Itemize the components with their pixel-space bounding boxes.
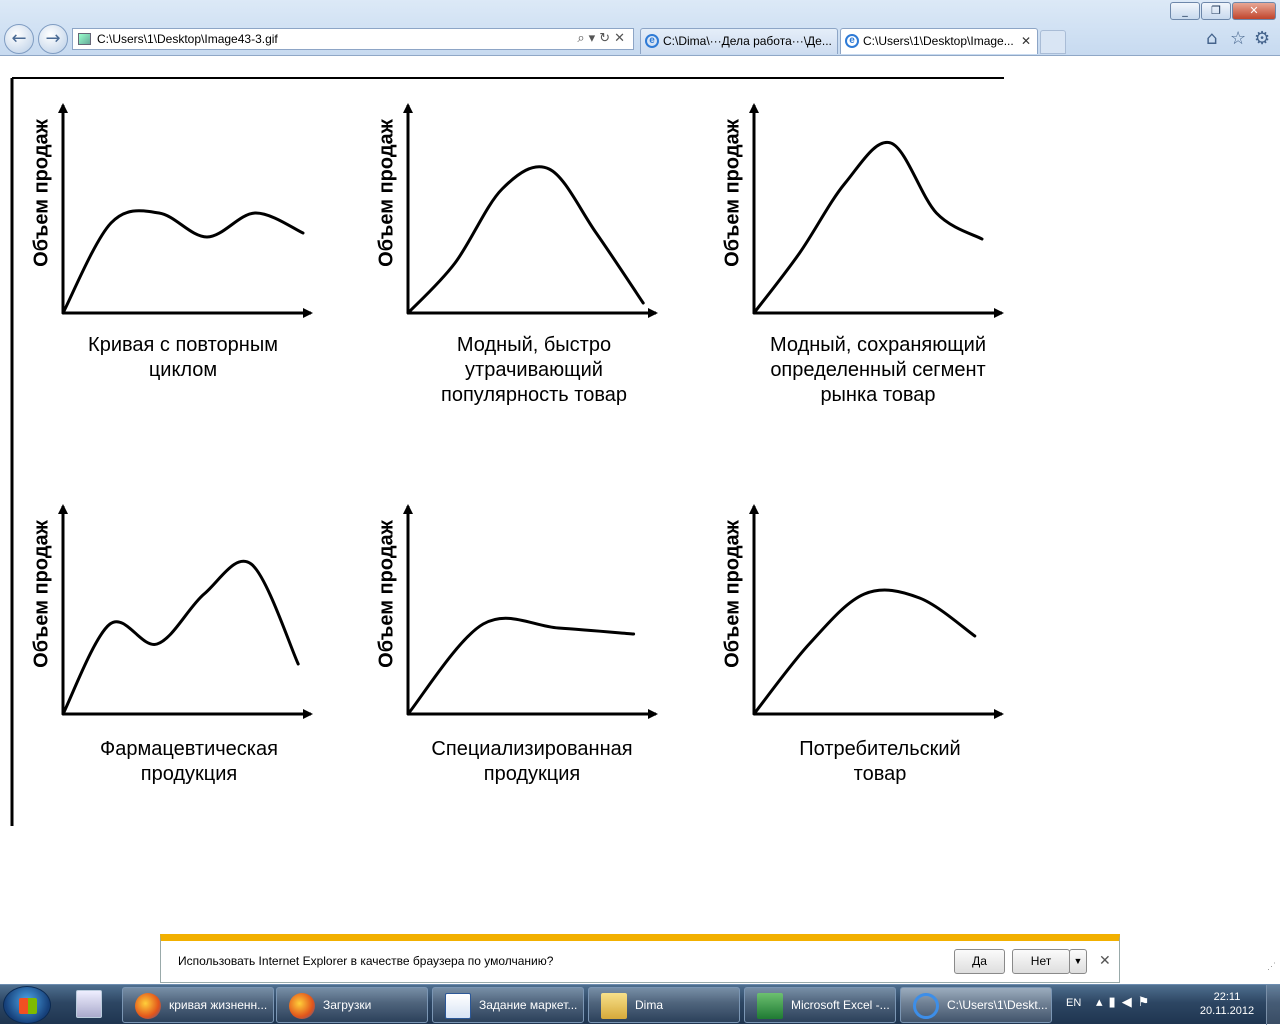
- taskbar-item-downloads[interactable]: Загрузки: [276, 987, 428, 1023]
- ie-icon: e: [845, 34, 859, 48]
- y-axis-label: Объем продаж: [30, 519, 52, 668]
- y-axis-label: Объем продаж: [30, 118, 52, 267]
- new-tab-button[interactable]: [1040, 30, 1066, 54]
- favorites-icon[interactable]: ☆: [1230, 28, 1247, 49]
- y-axis-label: Объем продаж: [375, 118, 397, 267]
- network-icon[interactable]: ▮: [1108, 995, 1122, 1010]
- taskbar-label: Задание маркет...: [479, 998, 578, 1012]
- settings-gear-icon[interactable]: ⚙: [1254, 28, 1271, 49]
- stop-icon[interactable]: ✕: [614, 31, 629, 46]
- sales-curve: [406, 165, 645, 315]
- tab-label: C:\Dima\···Дела работа···\Де...: [663, 34, 832, 48]
- taskbar-label: кривая жизненн...: [169, 998, 268, 1012]
- dropdown-icon[interactable]: ▾: [588, 31, 600, 46]
- y-axis-label: Объем продаж: [721, 118, 743, 267]
- lifecycle-chart: Объем продаж: [375, 504, 658, 719]
- chart-title-fashion: Модный, сохраняющий определенный сегмент…: [770, 334, 986, 406]
- show-hidden-icons-icon[interactable]: ▴: [1096, 995, 1109, 1010]
- image-file-icon: [78, 33, 91, 45]
- taskbar-item-ie-image[interactable]: C:\Users\1\Deskt...: [900, 987, 1052, 1023]
- lifecycle-chart: Объем продаж: [375, 103, 658, 318]
- chart-title-consumer: Потребительский товар: [799, 738, 961, 785]
- clock-time: 22:11: [1213, 991, 1241, 1003]
- no-options-dropdown[interactable]: ▼: [1069, 949, 1087, 974]
- firefox-icon: [289, 993, 315, 1019]
- chart-title-specialized: Специализированная продукция: [431, 738, 633, 785]
- address-text: C:\Users\1\Desktop\Image43-3.gif: [97, 32, 278, 46]
- taskbar-item-firefox-curve[interactable]: кривая жизненн...: [122, 987, 274, 1023]
- ie-icon: [913, 993, 939, 1019]
- calculator-icon[interactable]: [76, 990, 102, 1018]
- minimize-button[interactable]: _: [1170, 2, 1200, 20]
- language-indicator[interactable]: EN: [1066, 997, 1082, 1009]
- window-controls: _ ❐ ✕: [1169, 2, 1276, 20]
- yes-button[interactable]: Да: [954, 949, 1005, 974]
- vertical-scrollbar[interactable]: ⋰: [1262, 56, 1280, 974]
- product-lifecycle-figure: Объем продаж Объем продаж Объем продаж Объе…: [10, 77, 1004, 826]
- firefox-icon: [135, 993, 161, 1019]
- sales-curve: [61, 209, 305, 315]
- infobar-close-icon[interactable]: ✕: [1099, 953, 1111, 969]
- lifecycle-chart: Объем продаж: [30, 103, 313, 318]
- tab-dima-doc[interactable]: e C:\Dima\···Дела работа···\Де...: [640, 28, 838, 54]
- show-desktop-button[interactable]: [1266, 985, 1280, 1025]
- resize-grip-icon[interactable]: ⋰: [1267, 961, 1276, 971]
- forward-button[interactable]: →: [38, 24, 68, 54]
- lifecycle-chart: Объем продаж: [30, 504, 313, 719]
- chart-title-pharma: Фармацевтическая продукция: [100, 738, 278, 785]
- taskbar-label: C:\Users\1\Deskt...: [947, 998, 1048, 1012]
- sales-curve: [752, 588, 977, 716]
- action-center-icon[interactable]: ⚑: [1137, 995, 1156, 1010]
- word-icon: [445, 993, 471, 1019]
- lifecycle-chart: Объем продаж: [721, 504, 1004, 719]
- browser-toolbar: _ ❐ ✕ ← → C:\Users\1\Desktop\Image43-3.g…: [0, 0, 1280, 56]
- taskbar-label: Dima: [635, 998, 664, 1012]
- taskbar-label: Загрузки: [323, 998, 372, 1012]
- volume-icon[interactable]: ◀: [1121, 995, 1138, 1010]
- default-browser-infobar: Использовать Internet Explorer в качеств…: [160, 934, 1120, 983]
- taskbar-item-word-doc[interactable]: Задание маркет...: [432, 987, 584, 1023]
- clock-date: 20.11.2012: [1199, 1005, 1255, 1017]
- no-button[interactable]: Нет: [1012, 949, 1070, 974]
- taskbar: кривая жизненн... Загрузки Задание марке…: [0, 984, 1280, 1025]
- image-viewport: Объем продаж Объем продаж Объем продаж Объе…: [0, 56, 1262, 974]
- chevron-down-icon: ▼: [1073, 956, 1083, 966]
- taskbar-item-dima-folder[interactable]: Dima: [588, 987, 740, 1023]
- sales-curve: [61, 560, 300, 716]
- address-tools: ⌕▾↻✕: [577, 29, 629, 49]
- folder-icon: [601, 993, 627, 1019]
- taskbar-label: Microsoft Excel -...: [791, 998, 890, 1012]
- y-axis-label: Объем продаж: [721, 519, 743, 668]
- tab-image[interactable]: e C:\Users\1\Desktop\Image... ✕: [840, 28, 1038, 54]
- sales-curve: [752, 140, 984, 315]
- chart-title-repeat-cycle: Кривая с повторным циклом: [88, 334, 278, 381]
- tab-close-icon[interactable]: ✕: [1020, 34, 1031, 48]
- back-arrow-icon: ←: [11, 28, 27, 49]
- y-axis-label: Объем продаж: [375, 519, 397, 668]
- tab-label: C:\Users\1\Desktop\Image...: [863, 34, 1014, 48]
- system-tray: ▴▮◀⚑: [1096, 995, 1155, 1010]
- sales-curve: [406, 616, 636, 716]
- taskbar-item-excel[interactable]: Microsoft Excel -...: [744, 987, 896, 1023]
- home-icon[interactable]: ⌂: [1206, 28, 1218, 49]
- start-button[interactable]: [3, 986, 51, 1024]
- back-button[interactable]: ←: [4, 24, 34, 54]
- address-bar[interactable]: C:\Users\1\Desktop\Image43-3.gif ⌕▾↻✕: [72, 28, 634, 50]
- chart-title-fad: Модный, быстро утрачивающий популярность…: [441, 334, 627, 406]
- clock[interactable]: 22:11 20.11.2012: [1196, 990, 1258, 1018]
- search-icon[interactable]: ⌕: [577, 31, 589, 46]
- close-window-button[interactable]: ✕: [1232, 2, 1276, 20]
- excel-icon: [757, 993, 783, 1019]
- refresh-icon[interactable]: ↻: [599, 31, 615, 46]
- windows-logo-icon: [19, 998, 37, 1014]
- infobar-message: Использовать Internet Explorer в качеств…: [178, 954, 554, 968]
- restore-button[interactable]: ❐: [1201, 2, 1231, 20]
- forward-arrow-icon: →: [45, 28, 61, 49]
- lifecycle-chart: Объем продаж: [721, 103, 1004, 318]
- ie-icon: e: [645, 34, 659, 48]
